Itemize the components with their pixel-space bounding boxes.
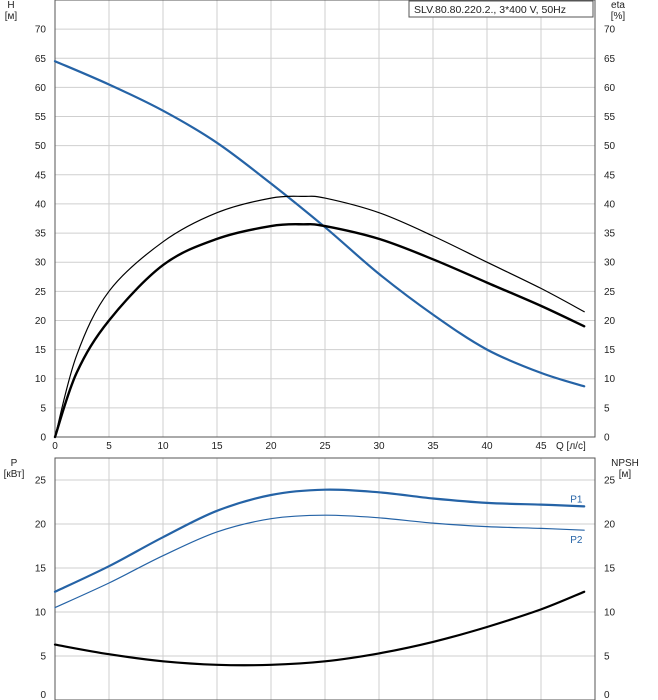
- x-tick-label-25: 25: [319, 441, 331, 452]
- bottom-right-tick-20: 20: [604, 520, 616, 531]
- x-tick-label-45: 45: [535, 441, 547, 452]
- top-right-tick-5: 5: [604, 403, 610, 414]
- chart-title: SLV.80.80.220.2., 3*400 V, 50Hz: [414, 4, 566, 16]
- top-left-tick-65: 65: [35, 54, 47, 65]
- series-label-P1: P1: [570, 494, 583, 505]
- top-right-tick-55: 55: [604, 112, 616, 123]
- bottom-right-tick-15: 15: [604, 564, 616, 575]
- bottom-right-tick-25: 25: [604, 476, 616, 487]
- top-left-tick-10: 10: [35, 374, 47, 385]
- top-right-tick-35: 35: [604, 229, 616, 240]
- top-right-tick-25: 25: [604, 287, 616, 298]
- top-right-tick-45: 45: [604, 170, 616, 181]
- x-tick-label-20: 20: [265, 441, 277, 452]
- top-left-tick-15: 15: [35, 345, 47, 356]
- bottom-left-tick-20: 20: [35, 520, 47, 531]
- bottom-left-tick-25: 25: [35, 476, 47, 487]
- top-right-tick-65: 65: [604, 54, 616, 65]
- x-tick-label-0: 0: [52, 441, 58, 452]
- top-right-tick-50: 50: [604, 141, 616, 152]
- top-right-tick-0: 0: [604, 433, 610, 444]
- top-right-axis-label: eta [%]: [611, 0, 626, 22]
- top-left-tick-70: 70: [35, 25, 47, 36]
- bottom-plot-frame: [54, 457, 596, 700]
- bottom-tick-labels: 0 0 5 5 10 10 15 15 20 20 25 25: [35, 476, 616, 700]
- bottom-right-axis-label: NPSH [м]: [611, 458, 639, 480]
- bottom-series-line-1: [54, 514, 585, 609]
- top-grid: [54, 0, 595, 438]
- top-right-tick-70: 70: [604, 25, 616, 36]
- top-right-tick-40: 40: [604, 199, 616, 210]
- top-right-tick-60: 60: [604, 83, 616, 94]
- bottom-series-line-2: [53, 590, 586, 667]
- top-series: [53, 60, 586, 439]
- title-box: [408, 0, 594, 18]
- x-tick-label-30: 30: [373, 441, 385, 452]
- bottom-series-line-0: [53, 488, 586, 593]
- x-tick-label-15: 15: [211, 441, 223, 452]
- bottom-series: P1 P2: [53, 488, 586, 667]
- x-tick-label-40: 40: [481, 441, 493, 452]
- series-label-P2: P2: [570, 535, 583, 546]
- top-left-tick-55: 55: [35, 112, 47, 123]
- top-left-tick-40: 40: [35, 199, 47, 210]
- bottom-right-tick-0: 0: [604, 690, 610, 700]
- top-right-tick-15: 15: [604, 345, 616, 356]
- bottom-left-axis-label: P [кВт]: [4, 458, 25, 480]
- bottom-left-tick-15: 15: [35, 564, 47, 575]
- top-left-tick-60: 60: [35, 83, 47, 94]
- top-plot-frame: [54, 0, 596, 438]
- top-right-tick-10: 10: [604, 374, 616, 385]
- top-left-tick-50: 50: [35, 141, 47, 152]
- bottom-left-tick-0: 0: [40, 690, 46, 700]
- top-right-tick-30: 30: [604, 258, 616, 269]
- x-tick-label-35: 35: [427, 441, 439, 452]
- top-left-tick-45: 45: [35, 170, 47, 181]
- x-axis-label: Q [л/с]: [556, 441, 586, 452]
- bottom-left-tick-10: 10: [35, 608, 47, 619]
- top-left-tick-5: 5: [40, 403, 46, 414]
- top-right-tick-20: 20: [604, 316, 616, 327]
- x-tick-label-5: 5: [106, 441, 112, 452]
- bottom-left-tick-5: 5: [40, 652, 46, 663]
- top-left-tick-30: 30: [35, 258, 47, 269]
- top-left-tick-0: 0: [40, 433, 46, 444]
- top-left-tick-35: 35: [35, 229, 47, 240]
- top-left-tick-20: 20: [35, 316, 47, 327]
- top-left-tick-25: 25: [35, 287, 47, 298]
- bottom-right-tick-5: 5: [604, 652, 610, 663]
- bottom-right-tick-10: 10: [604, 608, 616, 619]
- top-series-line-2: [53, 223, 586, 439]
- top-series-line-0: [53, 60, 586, 388]
- top-series-line-1: [54, 195, 585, 438]
- top-left-axis-label: H [м]: [5, 0, 18, 22]
- x-tick-label-10: 10: [157, 441, 169, 452]
- bottom-grid: [54, 458, 595, 700]
- axis-labels: H [м] eta [%] P [кВт] NPSH [м]: [4, 0, 639, 480]
